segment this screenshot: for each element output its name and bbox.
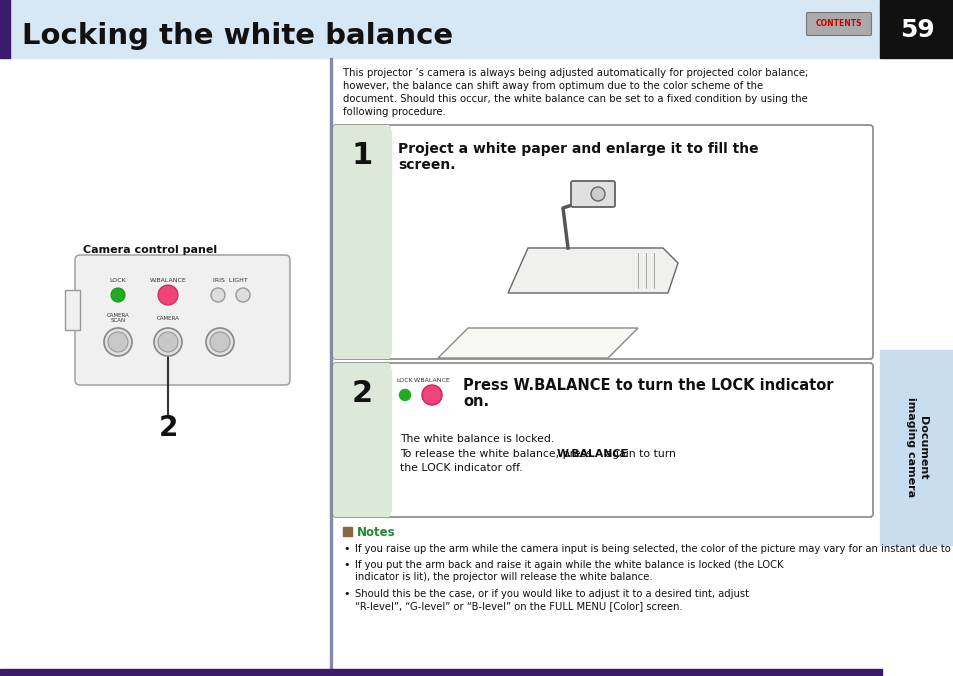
Text: however, the balance can shift away from optimum due to the color scheme of the: however, the balance can shift away from… xyxy=(343,81,762,91)
Text: 2: 2 xyxy=(351,379,373,408)
Circle shape xyxy=(211,288,225,302)
Circle shape xyxy=(104,328,132,356)
Text: To release the white balance, press: To release the white balance, press xyxy=(399,449,595,459)
Text: IRIS  LIGHT: IRIS LIGHT xyxy=(213,278,247,283)
Text: Document
imaging camera: Document imaging camera xyxy=(905,397,927,498)
Circle shape xyxy=(158,332,178,352)
Circle shape xyxy=(111,288,125,302)
Text: the LOCK indicator off.: the LOCK indicator off. xyxy=(399,463,522,473)
FancyBboxPatch shape xyxy=(805,12,871,36)
Text: Press W.BALANCE to turn the LOCK indicator: Press W.BALANCE to turn the LOCK indicat… xyxy=(462,378,833,393)
Text: CONTENTS: CONTENTS xyxy=(815,20,862,28)
Text: document. Should this occur, the white balance can be set to a fixed condition b: document. Should this occur, the white b… xyxy=(343,94,807,104)
Circle shape xyxy=(210,332,230,352)
Text: following procedure.: following procedure. xyxy=(343,107,445,117)
Text: CAMERA: CAMERA xyxy=(156,316,179,320)
Text: Notes: Notes xyxy=(356,525,395,539)
FancyBboxPatch shape xyxy=(333,363,391,517)
Text: The white balance is locked.: The white balance is locked. xyxy=(399,434,554,444)
Bar xyxy=(382,131,391,353)
Text: LOCK: LOCK xyxy=(110,278,126,283)
FancyBboxPatch shape xyxy=(571,181,615,207)
Text: Locking the white balance: Locking the white balance xyxy=(22,22,453,50)
Text: Camera control panel: Camera control panel xyxy=(83,245,217,255)
FancyBboxPatch shape xyxy=(333,125,872,359)
Text: W.BALANCE: W.BALANCE xyxy=(150,278,186,283)
Circle shape xyxy=(206,328,233,356)
Text: screen.: screen. xyxy=(397,158,455,172)
Bar xyxy=(0,669,882,676)
Text: LOCK: LOCK xyxy=(396,378,413,383)
Bar xyxy=(0,0,10,58)
Bar xyxy=(0,0,879,58)
Bar xyxy=(330,58,332,670)
Bar xyxy=(65,290,80,330)
Text: 59: 59 xyxy=(899,18,933,42)
Text: CAMERA
SCAN: CAMERA SCAN xyxy=(107,312,130,323)
Text: This projector ’s camera is always being adjusted automatically for projected co: This projector ’s camera is always being… xyxy=(343,68,807,78)
Circle shape xyxy=(399,389,410,400)
Bar xyxy=(382,369,391,511)
FancyBboxPatch shape xyxy=(75,255,290,385)
Text: If you put the arm back and raise it again while the white balance is locked (th: If you put the arm back and raise it aga… xyxy=(355,560,782,581)
Text: W.BALANCE: W.BALANCE xyxy=(556,449,628,459)
Bar xyxy=(879,350,953,545)
Text: 2: 2 xyxy=(158,414,177,442)
Text: •: • xyxy=(343,560,350,570)
Text: If you raise up the arm while the camera input is being selected, the color of t: If you raise up the arm while the camera… xyxy=(355,544,953,554)
Text: 1: 1 xyxy=(351,141,373,170)
Circle shape xyxy=(590,187,604,201)
Circle shape xyxy=(108,332,128,352)
Polygon shape xyxy=(437,328,638,358)
Text: •: • xyxy=(343,544,350,554)
Circle shape xyxy=(153,328,182,356)
FancyBboxPatch shape xyxy=(333,363,872,517)
Circle shape xyxy=(158,285,178,305)
Text: again to turn: again to turn xyxy=(602,449,676,459)
Circle shape xyxy=(235,288,250,302)
Text: •: • xyxy=(343,589,350,599)
Text: on.: on. xyxy=(462,394,489,409)
Polygon shape xyxy=(507,248,678,293)
FancyBboxPatch shape xyxy=(333,125,391,359)
Bar xyxy=(879,0,953,58)
Circle shape xyxy=(421,385,441,405)
Text: W.BALANCE: W.BALANCE xyxy=(414,378,450,383)
Text: Should this be the case, or if you would like to adjust it to a desired tint, ad: Should this be the case, or if you would… xyxy=(355,589,748,610)
Bar xyxy=(343,527,352,536)
Text: Project a white paper and enlarge it to fill the: Project a white paper and enlarge it to … xyxy=(397,142,758,156)
